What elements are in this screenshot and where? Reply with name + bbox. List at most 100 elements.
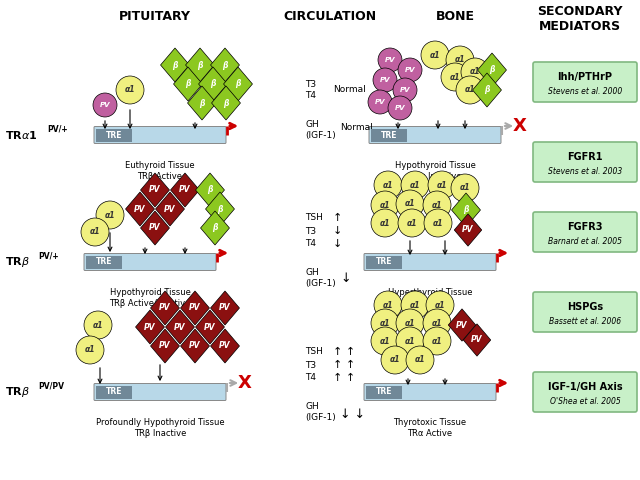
Text: PV: PV — [149, 185, 161, 194]
Polygon shape — [136, 310, 164, 344]
FancyBboxPatch shape — [94, 384, 226, 400]
Text: GH
(IGF-1): GH (IGF-1) — [305, 120, 336, 140]
Text: α1: α1 — [105, 211, 115, 219]
Text: TRE: TRE — [381, 131, 397, 140]
Polygon shape — [173, 67, 202, 101]
Text: IGF-1/GH Axis: IGF-1/GH Axis — [548, 382, 622, 392]
Text: ↑ ↑: ↑ ↑ — [333, 373, 355, 383]
Text: α1: α1 — [410, 300, 420, 310]
Text: PV: PV — [100, 102, 110, 108]
Circle shape — [371, 209, 399, 237]
Circle shape — [371, 309, 399, 337]
Bar — [366, 385, 402, 398]
Text: X: X — [513, 117, 527, 135]
Polygon shape — [212, 86, 241, 120]
Circle shape — [374, 291, 402, 319]
Text: α1: α1 — [380, 336, 390, 346]
Text: FGFR1: FGFR1 — [567, 152, 603, 162]
Text: TSH: TSH — [305, 348, 323, 357]
Text: PV/+: PV/+ — [38, 252, 59, 261]
Circle shape — [423, 191, 451, 219]
Text: PV: PV — [164, 204, 176, 214]
Text: α1: α1 — [460, 183, 470, 192]
Text: β: β — [489, 65, 495, 74]
Text: ↑: ↑ — [333, 213, 342, 223]
Text: PV: PV — [149, 224, 161, 232]
Text: GH
(IGF-1): GH (IGF-1) — [305, 268, 336, 288]
Text: β: β — [223, 98, 228, 108]
Text: Hypothyroid Tissue
TRβ Active/Inactive: Hypothyroid Tissue TRβ Active/Inactive — [109, 288, 191, 308]
FancyBboxPatch shape — [533, 62, 637, 102]
Polygon shape — [452, 193, 481, 227]
Circle shape — [373, 68, 397, 92]
Text: Hyperthyroid Tissue
TRα Active: Hyperthyroid Tissue TRα Active — [388, 288, 472, 308]
Text: β: β — [207, 185, 212, 194]
Circle shape — [84, 311, 112, 339]
Circle shape — [461, 58, 489, 86]
Polygon shape — [477, 53, 506, 87]
Text: ↓: ↓ — [340, 272, 351, 285]
Text: TRE: TRE — [96, 257, 112, 266]
FancyBboxPatch shape — [364, 384, 496, 400]
Text: α1: α1 — [433, 218, 444, 228]
Text: α1: α1 — [383, 180, 393, 190]
Polygon shape — [150, 329, 179, 363]
Text: α1: α1 — [435, 300, 445, 310]
Text: TR$\alpha$1: TR$\alpha$1 — [5, 129, 38, 141]
Text: PV/PV: PV/PV — [38, 382, 64, 391]
Circle shape — [398, 209, 426, 237]
Text: TRE: TRE — [106, 387, 122, 396]
Circle shape — [421, 41, 449, 69]
Polygon shape — [454, 214, 482, 246]
Text: Ihh/PTHrP: Ihh/PTHrP — [557, 72, 612, 82]
Text: β: β — [211, 80, 216, 88]
Polygon shape — [141, 211, 170, 245]
Text: β: β — [484, 85, 490, 95]
Text: α1: α1 — [410, 180, 420, 190]
Circle shape — [398, 58, 422, 82]
Text: PV: PV — [462, 226, 474, 235]
Text: PV: PV — [144, 323, 156, 332]
Text: β: β — [222, 60, 228, 70]
Circle shape — [441, 63, 469, 91]
Circle shape — [393, 78, 417, 102]
Text: TR$\beta$: TR$\beta$ — [5, 255, 30, 269]
Text: PV/+: PV/+ — [47, 124, 68, 133]
Text: α1: α1 — [470, 68, 480, 76]
Text: Euthyroid Tissue
TRβ Active: Euthyroid Tissue TRβ Active — [125, 161, 195, 181]
Bar — [96, 129, 132, 142]
Circle shape — [423, 309, 451, 337]
Polygon shape — [180, 291, 209, 325]
Text: PV: PV — [456, 321, 468, 329]
Circle shape — [423, 327, 451, 355]
Text: PV: PV — [385, 57, 396, 63]
Text: β: β — [185, 80, 191, 88]
Text: β: β — [197, 60, 203, 70]
Circle shape — [93, 93, 117, 117]
Text: Bassett et al. 2006: Bassett et al. 2006 — [549, 316, 621, 325]
Text: α1: α1 — [465, 85, 476, 95]
Text: α1: α1 — [84, 346, 95, 355]
Text: β: β — [217, 204, 223, 214]
FancyBboxPatch shape — [533, 372, 637, 412]
Text: T4: T4 — [305, 373, 316, 383]
Text: α1: α1 — [450, 72, 460, 82]
Circle shape — [116, 76, 144, 104]
FancyBboxPatch shape — [84, 253, 216, 271]
Text: Hypothyroid Tissue
TRα Inactive: Hypothyroid Tissue TRα Inactive — [395, 161, 476, 181]
Polygon shape — [196, 173, 225, 207]
Text: CIRCULATION: CIRCULATION — [284, 10, 376, 23]
Text: T3
T4: T3 T4 — [305, 80, 316, 100]
Circle shape — [396, 327, 424, 355]
Text: O'Shea et al. 2005: O'Shea et al. 2005 — [550, 396, 620, 406]
Text: TSH: TSH — [305, 214, 323, 223]
Text: GH
(IGF-1): GH (IGF-1) — [305, 402, 336, 422]
Text: PV: PV — [159, 341, 171, 350]
Text: α1: α1 — [407, 218, 417, 228]
Text: PV: PV — [400, 87, 410, 93]
Polygon shape — [211, 48, 239, 82]
Text: TR$\beta$: TR$\beta$ — [5, 385, 30, 399]
Polygon shape — [196, 310, 225, 344]
Text: PV: PV — [404, 67, 415, 73]
Text: α1: α1 — [415, 356, 425, 364]
